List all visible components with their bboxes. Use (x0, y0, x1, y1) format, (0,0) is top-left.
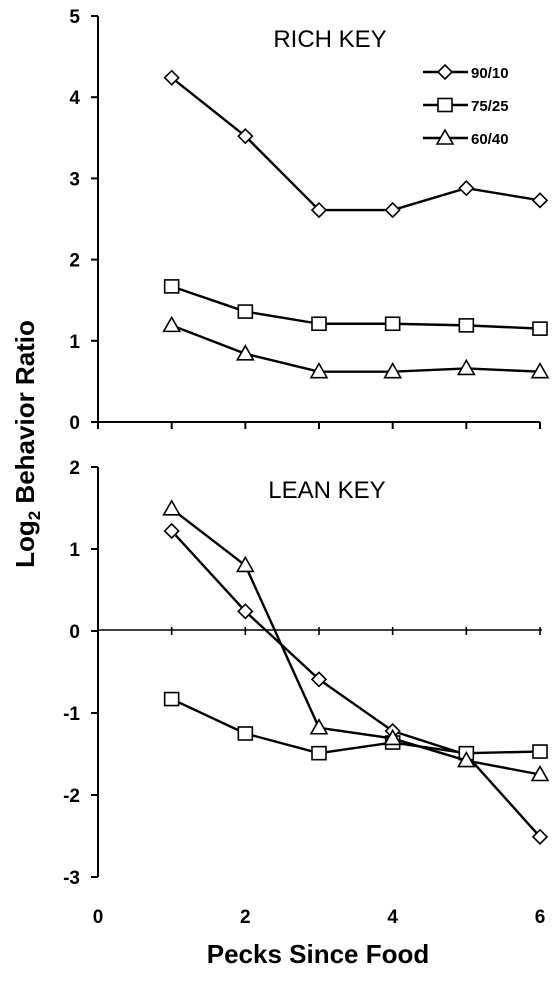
lean-key-series-75-25-point (311, 745, 327, 761)
lean-key-series-90-10 (163, 522, 549, 845)
rich-key-y-tick-label: 3 (69, 169, 80, 190)
rich-key-series-75-25-point (311, 316, 327, 332)
legend-item-60-40: 60/40 (423, 128, 509, 148)
lean-key-y-tick-label: 2 (69, 458, 80, 479)
lean-key-series-75-25-line (171, 697, 541, 755)
lean-key-panel: LEAN KEY -3 -2 -1 0 1 2 0 2 4 6 (63, 458, 550, 928)
rich-key-y-tick-label: 4 (69, 88, 80, 109)
rich-key-y-tick-label: 0 (69, 413, 80, 434)
legend-label: 90/10 (471, 65, 509, 82)
lean-key-series-75-25 (163, 691, 548, 761)
rich-key-series-60-40 (162, 315, 550, 379)
lean-key-series-90-10-point (237, 603, 254, 620)
rich-key-series-90-10-point (310, 201, 328, 219)
legend: 90/10 75/25 60/40 (423, 63, 509, 148)
legend-swatch-point (437, 97, 453, 113)
lean-key-series-60-40-point (456, 750, 476, 768)
lean-key-series-60-40-point (530, 764, 550, 782)
lean-key-series-60-40-point (162, 499, 182, 516)
rich-key-series-90-10-line (170, 76, 541, 212)
lean-key-y-ticks: -3 -2 -1 0 1 2 (63, 458, 98, 889)
lean-key-series-90-10-line (170, 530, 541, 838)
rich-key-title: RICH KEY (273, 26, 386, 53)
rich-key-series-90-10-point (237, 128, 254, 145)
x-tick-label: 4 (387, 907, 398, 928)
lean-key-x-ticks: 0 2 4 6 (93, 627, 546, 928)
rich-key-series-60-40-point (530, 362, 550, 379)
lean-key-series-75-25-point (532, 744, 548, 759)
rich-key-series-60-40-point (235, 344, 255, 361)
rich-key-series-60-40-point (309, 362, 329, 379)
legend-label: 75/25 (471, 98, 509, 115)
rich-key-series-75-25-point (532, 321, 548, 336)
rich-key-series-75-25-point (163, 279, 180, 294)
rich-key-series-75-25-point (237, 304, 254, 319)
lean-key-series-90-10-point (531, 828, 549, 845)
lean-key-y-tick-label: -2 (63, 786, 80, 807)
y-axis-title: Log2 Behavior Ratio (10, 320, 44, 568)
legend-item-75-25: 75/25 (423, 97, 509, 115)
rich-key-series-60-40-line (171, 324, 541, 373)
y-axis-title-rest: Behavior Ratio (10, 320, 40, 511)
rich-key-panel: RICH KEY 0 1 2 3 4 5 90/10 75/25 60/40 (69, 7, 550, 434)
x-axis-title: Pecks Since Food (207, 939, 430, 969)
y-axis-title-subscript: 2 (25, 511, 44, 520)
rich-key-series-75-25-point (458, 318, 475, 333)
rich-key-series-90-10 (163, 69, 549, 219)
legend-item-90-10: 90/10 (423, 63, 509, 82)
rich-key-series-90-10-point (384, 201, 401, 219)
lean-key-series-60-40-point (309, 718, 329, 735)
lean-key-series-60-40-point (383, 728, 403, 746)
y-axis-title-main: Log (10, 520, 40, 568)
x-tick-label: 6 (535, 907, 546, 928)
rich-key-series-75-25 (163, 279, 548, 336)
lean-key-y-tick-label: 0 (69, 622, 80, 643)
lean-key-series-60-40-point (235, 555, 255, 573)
rich-key-series (162, 69, 550, 379)
rich-key-series-60-40-point (456, 358, 476, 376)
lean-key-y-tick-label: -1 (63, 704, 80, 725)
rich-key-y-tick-label: 2 (69, 251, 80, 272)
lean-key-series (162, 499, 550, 845)
rich-key-y-ticks: 0 1 2 3 4 5 (69, 7, 98, 434)
legend-swatch-point (436, 63, 454, 81)
rich-key-series-90-10-point (163, 69, 180, 86)
x-tick-label: 0 (93, 907, 104, 928)
x-tick-label: 2 (240, 907, 251, 928)
lean-key-series-75-25-point (237, 726, 254, 741)
legend-label: 60/40 (471, 131, 509, 148)
rich-key-y-tick-label: 1 (69, 332, 80, 353)
rich-key-series-75-25-line (171, 285, 541, 330)
lean-key-y-tick-label: -3 (63, 868, 80, 889)
rich-key-series-60-40-point (383, 362, 403, 379)
legend-swatch-point (435, 128, 455, 145)
lean-key-series-90-10-point (310, 671, 328, 688)
rich-key-y-tick-label: 5 (69, 7, 80, 28)
rich-key-series-75-25-point (384, 316, 401, 332)
rich-key-series-90-10-point (458, 180, 475, 197)
lean-key-series-75-25-point (163, 691, 180, 707)
rich-key-series-60-40-point (162, 315, 182, 333)
lean-key-series-60-40 (162, 499, 550, 782)
lean-key-series-90-10-point (163, 522, 180, 540)
lean-key-y-tick-label: 1 (69, 540, 80, 561)
lean-key-title: LEAN KEY (268, 477, 385, 504)
rich-key-series-90-10-point (531, 192, 549, 209)
rich-key-x-ticks (97, 422, 541, 429)
lean-key-series-60-40-line (170, 507, 541, 776)
